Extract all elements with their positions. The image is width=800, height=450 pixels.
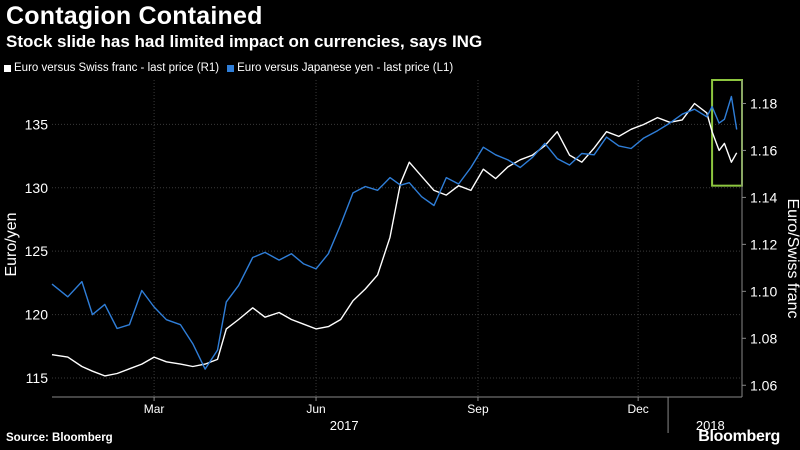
legend-swatch-blue	[227, 64, 235, 72]
series-line-yen	[51, 95, 738, 370]
y-right-axis-title: Euro/Swiss franc	[784, 198, 800, 318]
y-right-tick-label: 1.06	[750, 377, 777, 393]
x-tick-label: Sep	[467, 402, 489, 416]
y-right-tick-label: 1.18	[750, 95, 777, 111]
source-note: Source: Bloomberg	[6, 432, 113, 444]
y-right-tick-label: 1.16	[750, 142, 777, 158]
x-tick-label: Mar	[144, 402, 165, 416]
y-right-tick-label: 1.10	[750, 283, 777, 299]
y-left-tick-label: 125	[25, 243, 49, 259]
y-right-tick-label: 1.12	[750, 236, 777, 252]
y-left-tick-label: 120	[25, 307, 49, 323]
series-line-swiss	[51, 102, 738, 377]
legend: Euro versus Swiss franc - last price (R1…	[4, 62, 461, 74]
highlight-box	[711, 79, 744, 187]
y-left-axis-title: Euro/yen	[3, 212, 20, 276]
legend-item-yen: Euro versus Japanese yen - last price (L…	[227, 62, 453, 74]
y-right-tick-label: 1.14	[750, 189, 777, 205]
bloomberg-logo: Bloomberg	[698, 428, 780, 445]
x-year-label: 2017	[330, 418, 359, 433]
y-left-tick-label: 135	[25, 116, 49, 132]
x-tick-label: Dec	[627, 402, 648, 416]
x-year-label: 2018	[696, 418, 725, 433]
axes: 115 120 125 130 135 1.06 1.08 1.10 1.12 1.14 1.16 1…	[3, 80, 800, 433]
legend-label-swiss: Euro versus Swiss franc - last price (R1…	[14, 62, 220, 74]
grid	[52, 79, 744, 397]
chart-subtitle: Stock slide has had limited impact on cu…	[6, 32, 483, 51]
y-left-tick-label: 130	[25, 180, 49, 196]
chart-title: Contagion Contained	[6, 2, 263, 30]
x-tick-label: Jun	[306, 402, 325, 416]
y-right-tick-label: 1.08	[750, 330, 777, 346]
legend-item-swiss: Euro versus Swiss franc - last price (R1…	[4, 62, 219, 74]
legend-label-yen: Euro versus Japanese yen - last price (L…	[237, 62, 454, 74]
legend-swatch-white	[4, 64, 11, 72]
series-layer	[51, 95, 738, 377]
y-left-tick-label: 115	[26, 370, 49, 386]
